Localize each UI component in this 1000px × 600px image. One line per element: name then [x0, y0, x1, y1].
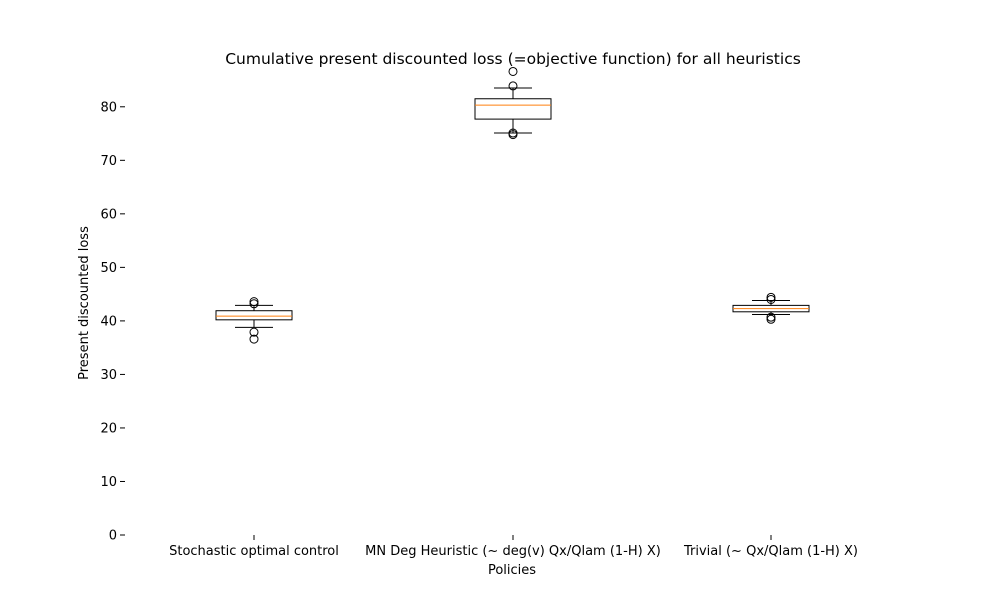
y-tick-label: 50	[100, 261, 117, 276]
y-tick-label: 30	[100, 368, 117, 383]
outlier-point	[508, 128, 518, 138]
outlier-point	[249, 299, 259, 309]
outlier-point	[766, 294, 776, 304]
box-group	[215, 66, 810, 344]
outlier-point	[508, 81, 518, 91]
box-2	[474, 66, 552, 140]
y-axis-label: Present discounted loss	[77, 226, 92, 380]
y-tick-label: 70	[100, 154, 117, 169]
x-tick-label: MN Deg Heuristic (~ deg(v) Qx/Qlam (1-H)…	[365, 544, 661, 559]
y-tick-label: 40	[100, 314, 117, 329]
x-axis: Stochastic optimal control MN Deg Heurist…	[169, 535, 858, 559]
iqr-box	[474, 98, 552, 120]
chart-title: Cumulative present discounted loss (=obj…	[225, 50, 801, 68]
iqr-box	[215, 310, 293, 321]
x-tick-label: Stochastic optimal control	[169, 544, 339, 559]
outlier-point	[766, 312, 776, 322]
y-tick-label: 10	[100, 475, 117, 490]
outlier-point	[766, 314, 776, 324]
outlier-point	[249, 334, 259, 344]
box-3	[732, 292, 810, 324]
y-tick-label: 80	[100, 100, 117, 115]
y-tick-label: 60	[100, 207, 117, 222]
y-axis: 0 10 20 30 40 50 60 70 80	[100, 100, 125, 544]
outlier-point	[508, 66, 518, 76]
x-tick-label: Trivial (~ Qx/Qlam (1-H) X)	[683, 544, 858, 559]
x-axis-label: Policies	[488, 563, 536, 578]
outlier-point	[249, 327, 259, 337]
box-1	[215, 297, 293, 344]
y-tick-label: 20	[100, 421, 117, 436]
y-tick-label: 0	[109, 529, 117, 544]
outlier-point	[249, 297, 259, 307]
outlier-point	[766, 292, 776, 302]
